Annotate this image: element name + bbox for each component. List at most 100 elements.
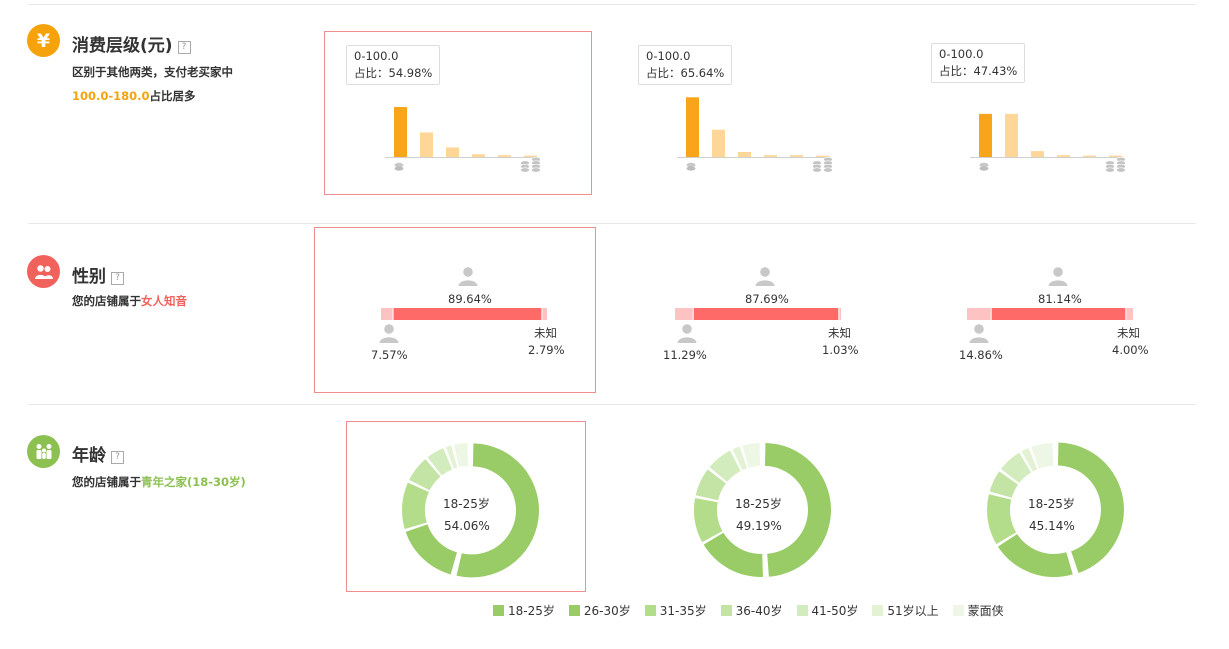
unknown-label: 未知 bbox=[828, 326, 851, 340]
unknown-bar-segment bbox=[839, 308, 842, 320]
bar bbox=[1083, 155, 1096, 157]
donut-center-label: 18-25岁 bbox=[735, 497, 782, 511]
gender-desc: 您的店铺属于女人知音 bbox=[72, 294, 187, 308]
male-percent: 11.29% bbox=[663, 348, 707, 362]
legend-item[interactable]: 26-30岁 bbox=[568, 602, 631, 619]
unknown-label: 未知 bbox=[534, 326, 557, 340]
bar bbox=[446, 147, 459, 157]
donut-slice bbox=[997, 534, 1073, 577]
bar bbox=[420, 132, 433, 157]
coin-stack-small-icon bbox=[686, 162, 696, 171]
bar bbox=[524, 155, 537, 157]
spend-title: 消费层级(元)? bbox=[72, 31, 191, 56]
legend-swatch bbox=[568, 605, 580, 616]
donut-center-label: 18-25岁 bbox=[1028, 497, 1075, 511]
legend-swatch bbox=[872, 605, 884, 616]
person-icon bbox=[969, 324, 989, 343]
male-percent: 14.86% bbox=[959, 348, 1003, 362]
top-divider bbox=[28, 4, 1196, 5]
female-bar-segment bbox=[991, 308, 1126, 320]
legend-swatch bbox=[952, 605, 964, 616]
divider-1 bbox=[28, 223, 1196, 224]
bar bbox=[816, 155, 829, 157]
gender-title: 性别? bbox=[72, 262, 124, 287]
spend-desc-highlight: 100.0-180.0占比居多 bbox=[72, 89, 196, 103]
unknown-label: 未知 bbox=[1117, 326, 1140, 340]
spend-bars bbox=[970, 113, 1126, 173]
spend-chart-2: 0-100.0 占比：65.64% bbox=[637, 44, 837, 184]
spend-chart-3: 0-100.0 占比：47.43% bbox=[930, 42, 1130, 184]
person-icon bbox=[677, 324, 697, 343]
legend-swatch bbox=[796, 605, 808, 616]
donut-center-value: 45.14% bbox=[1029, 519, 1075, 533]
legend-item[interactable]: 蒙面侠 bbox=[952, 602, 1004, 619]
spend-selected-box[interactable] bbox=[324, 31, 592, 195]
help-icon[interactable]: ? bbox=[177, 41, 191, 54]
gender-chart-3: 81.14% 14.86% 未知 4.00% bbox=[946, 260, 1166, 370]
donut-center-value: 54.06% bbox=[444, 519, 490, 533]
coin-stack-small-icon bbox=[394, 162, 404, 171]
donut-slice bbox=[427, 448, 453, 476]
donut-slice bbox=[1021, 448, 1038, 472]
gender-bar bbox=[967, 308, 1133, 320]
unknown-bar-segment bbox=[1126, 308, 1133, 320]
donut-slice bbox=[732, 446, 747, 471]
donut-slice bbox=[402, 482, 429, 530]
spend-tooltip: 0-100.0 占比：47.43% bbox=[931, 43, 1026, 83]
legend-item[interactable]: 51岁以上 bbox=[872, 602, 939, 619]
donut-slice bbox=[1057, 442, 1124, 573]
age-donut bbox=[694, 442, 831, 577]
unknown-bar-segment bbox=[542, 308, 547, 320]
donut-slice bbox=[987, 494, 1017, 545]
unknown-percent: 4.00% bbox=[1112, 343, 1149, 357]
donut-slice bbox=[1031, 443, 1054, 469]
gender-bar bbox=[381, 308, 547, 320]
spend-bars bbox=[677, 97, 833, 173]
help-icon[interactable]: ? bbox=[111, 272, 124, 285]
gender-chart-2: 87.69% 11.29% 未知 1.03% bbox=[654, 260, 874, 370]
bar bbox=[764, 155, 777, 157]
bar bbox=[790, 155, 803, 157]
bar bbox=[1031, 151, 1044, 157]
bar bbox=[472, 154, 485, 157]
bar bbox=[1109, 155, 1122, 157]
age-donut bbox=[402, 443, 539, 578]
legend-item[interactable]: 36-40岁 bbox=[720, 602, 783, 619]
coin-stack-small-icon bbox=[979, 162, 989, 171]
donut-slice bbox=[1001, 452, 1032, 484]
donut-slice bbox=[445, 445, 458, 469]
age-selected-box[interactable] bbox=[346, 421, 586, 592]
donut-slice bbox=[703, 532, 763, 577]
bar bbox=[394, 107, 407, 157]
divider-2 bbox=[28, 404, 1196, 405]
female-percent: 81.14% bbox=[1038, 292, 1082, 306]
donut-slice bbox=[694, 498, 723, 543]
age-chart-1: 18-25岁 54.06% bbox=[398, 439, 540, 581]
donut-slice bbox=[405, 524, 457, 575]
legend-item[interactable]: 31-35岁 bbox=[644, 602, 707, 619]
spend-tooltip: 0-100.0 占比：65.64% bbox=[638, 45, 733, 85]
gender-selected-box[interactable] bbox=[314, 227, 596, 393]
person-icon bbox=[1048, 267, 1068, 286]
legend-item[interactable]: 41-50岁 bbox=[796, 602, 858, 619]
donut-slice bbox=[695, 469, 726, 501]
bar bbox=[979, 113, 992, 157]
donut-slice bbox=[709, 450, 741, 482]
female-bar-segment bbox=[393, 308, 542, 320]
family-icon bbox=[27, 435, 60, 468]
female-bar-segment bbox=[693, 308, 839, 320]
legend-item[interactable]: 18-25岁 bbox=[493, 602, 555, 619]
person-icon bbox=[458, 267, 478, 286]
person-icon bbox=[379, 324, 399, 343]
donut-slice bbox=[456, 443, 539, 578]
help-icon[interactable]: ? bbox=[111, 451, 124, 464]
bar bbox=[1005, 113, 1018, 157]
donut-slice bbox=[742, 443, 761, 468]
legend-swatch bbox=[720, 605, 732, 616]
donut-slice bbox=[409, 459, 441, 491]
spend-tooltip: 0-100.0 占比：54.98% bbox=[346, 45, 441, 85]
age-desc: 您的店铺属于青年之家(18-30岁) bbox=[72, 475, 246, 489]
donut-slice bbox=[454, 443, 469, 468]
age-title: 年龄? bbox=[72, 441, 124, 466]
age-chart-3: 18-25岁 45.14% bbox=[983, 439, 1125, 581]
